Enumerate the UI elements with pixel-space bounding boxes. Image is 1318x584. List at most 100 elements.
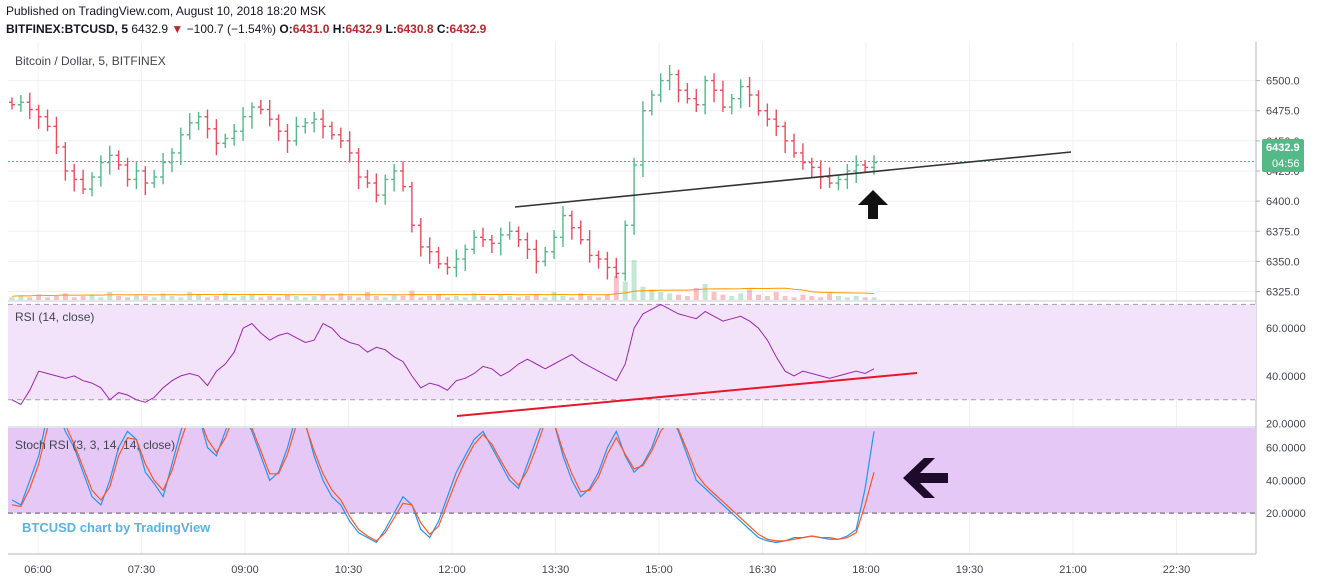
volume-bar [471,293,477,300]
volume-bar [747,289,753,300]
volume-bar [844,297,850,300]
volume-bar [622,281,628,300]
volume-bar [853,296,859,300]
left-arrow-icon [903,458,948,498]
stoch-tick-label: 60.0000 [1266,443,1306,455]
price-tag-countdown: 04:56 [1272,158,1300,170]
volume-bar [258,297,264,300]
volume-bar [409,290,415,300]
volume-bar [382,297,388,300]
high-label: H: [332,22,346,36]
time-tick-label: 10:30 [335,564,363,576]
volume-bar [711,292,717,300]
volume-bar [320,294,326,300]
time-tick-label: 21:00 [1059,564,1087,576]
volume-bar [613,276,619,300]
volume-bar [284,294,290,300]
rsi-trend-line[interactable] [456,372,918,417]
volume-bar [480,296,486,300]
volume-bar [560,296,566,300]
symbol-name: BITFINEX:BTCUSD, 5 [6,22,129,36]
volume-bar [125,297,131,300]
volume-bar [18,296,24,300]
volume-bar [347,296,353,300]
volume-bar [862,297,868,300]
volume-bar [222,293,228,300]
volume-bar [578,293,584,300]
volume-bar [587,296,593,300]
volume-bar [782,296,788,300]
volume-bar [142,296,148,300]
volume-bar [302,297,308,300]
volume-bar [249,294,255,300]
volume-bar [569,297,575,300]
volume-bar [36,294,42,300]
volume-bar [453,296,459,300]
volume-bar [524,296,530,300]
volume-bar [116,296,122,300]
volume-bar [160,293,166,300]
volume-bar [62,293,68,300]
rsi-tick-label: 60.0000 [1266,323,1306,335]
time-tick-label: 12:00 [438,564,466,576]
volume-bar [231,297,237,300]
volume-bar [400,296,406,300]
volume-bar [835,296,841,300]
volume-bar [364,292,370,300]
price-axis[interactable]: 6500.06475.06450.06425.06400.06375.06350… [1256,76,1306,521]
stoch-tick-label: 20.0000 [1266,508,1306,520]
indicator-bands [8,304,1256,514]
volume-bar [187,292,193,300]
volume-bar [507,296,513,300]
time-tick-label: 13:30 [542,564,570,576]
time-tick-label: 22:30 [1163,564,1191,576]
stoch-pane-title: Stoch RSI (3, 3, 14, 14, close) [15,438,175,452]
volume-bar [205,297,211,300]
volume-bar [9,297,15,300]
price-tick-label: 6350.0 [1266,256,1300,268]
volume-bar [720,294,726,300]
volume-bar [675,294,681,300]
volume-bar [444,297,450,300]
volume-bar [809,296,815,300]
rsi-pane-title: RSI (14, close) [15,310,94,324]
low-value: 6430.8 [396,22,434,36]
volume-bar [791,297,797,300]
stoch-pane [8,428,1256,544]
published-line: Published on TradingView.com, August 10,… [6,4,326,18]
time-axis[interactable]: 06:00 07:30 09:00 10:30 12:00 13:30 15:00 16:30… [24,564,1190,576]
volume-bar [871,297,877,300]
time-tick-label: 18:00 [852,564,880,576]
time-tick-label: 19:30 [956,564,984,576]
price-tag: 6432.9 04:56 [1262,139,1304,172]
volume-bar [329,297,335,300]
volume-bar [178,297,184,300]
volume-bar [98,297,104,300]
time-tick-label: 06:00 [24,564,52,576]
stoch-k-line [11,428,875,544]
volume-bar [702,284,708,300]
volume-bar [80,296,86,300]
volume-bar [267,296,273,300]
volume-bar [729,296,735,300]
close-label: C: [436,22,450,36]
price-trend-line[interactable] [514,151,1072,208]
volume-bar [436,294,442,300]
price-change: −100.7 (−1.54%) [186,22,277,36]
close-value: 6432.9 [449,22,487,36]
candlesticks [9,64,877,281]
price-tick-label: 6375.0 [1266,226,1300,238]
volume-bar [45,297,51,300]
volume-ma-line [11,287,875,297]
volume-bar [551,292,557,300]
stoch-band [8,428,1256,514]
time-tick-label: 16:30 [749,564,777,576]
low-label: L: [385,22,397,36]
time-tick-label: 15:00 [645,564,673,576]
price-tick-label: 6500.0 [1266,76,1300,88]
volume-bar [71,297,77,300]
volume-bar [53,296,59,300]
down-triangle-icon: ▼ [171,22,184,36]
volume-bar [240,296,246,300]
